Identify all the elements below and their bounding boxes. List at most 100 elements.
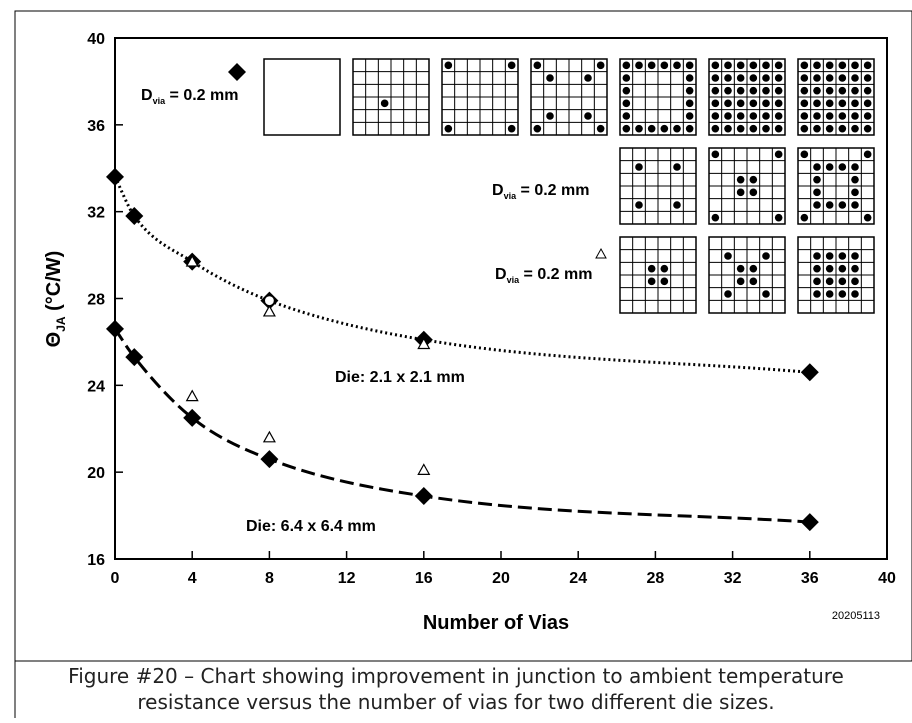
via-dot [736,74,745,82]
via-grid-row1 [619,58,697,136]
via-dot [813,201,821,209]
y-axis-label-main: Θ [43,332,65,348]
via-dot [736,112,745,120]
dvia-label-row2: Dvia = 0.2 mm [492,182,589,201]
via-dot [825,252,834,260]
x-tick-label: 20 [492,570,510,587]
via-dot [762,74,770,82]
chart: 0 4 8 12 16 20 24 28 32 36 40 16 20 24 28 32 36 40 ΘJA (°… [14,10,912,718]
via-dot [736,61,745,70]
via-dot [749,112,758,120]
via-dot [851,124,859,133]
via-dot [774,74,783,82]
via-dot [673,163,681,171]
triangle-point [185,389,199,402]
via-dot [736,124,745,133]
figure-border [14,10,912,662]
via-dot [749,61,758,70]
legend-diamond-marker [228,63,246,81]
via-dot [685,112,694,120]
via-dot [635,163,643,171]
y-tick-label: 24 [87,378,105,395]
via-dot [749,277,758,286]
via-dot [838,277,847,286]
via-dot [762,86,770,95]
via-grid-row1 [263,58,341,136]
via-dot [711,86,720,95]
x-tick-label: 28 [647,570,665,587]
via-dot [673,61,681,70]
via-dot [596,61,605,70]
via-dot [711,124,720,133]
via-dot [660,124,669,133]
via-grid-row3 [797,236,875,314]
via-grid-row1 [797,58,875,136]
via-dot [813,188,821,197]
via-dot [851,61,859,70]
y-tick-label: 20 [87,465,105,482]
via-dot [825,201,834,209]
via-dot [851,86,859,95]
via-dot [724,112,732,120]
via-dot [749,99,758,108]
via-dot [724,124,732,133]
figure-id: 20205113 [831,610,880,622]
y-axis-label-sub: JA [54,316,68,332]
via-dot [685,61,694,70]
via-dot [838,99,847,108]
via-dot [813,124,821,133]
via-dot [711,61,720,70]
via-dot [838,252,847,260]
via-dot [762,61,770,70]
via-dot [825,86,834,95]
via-dot [736,86,745,95]
via-dot [711,213,720,222]
via-dot [749,188,758,197]
triangle-point [417,337,431,350]
die-small-point [800,363,819,382]
via-dot [685,74,694,82]
via-dot [851,264,859,273]
die-large-point [260,450,279,469]
via-dot [647,124,656,133]
via-dot [774,124,783,133]
via-dot [444,124,453,133]
via-dot [813,163,821,171]
via-dot [507,124,516,133]
die-large-point [125,348,144,367]
triangle-point [185,254,199,267]
svg-text:Dvia = 0.2 mm: Dvia = 0.2 mm [141,87,238,106]
x-tick-label: 24 [569,570,587,587]
die-large-point [183,408,202,427]
via-dot [838,124,847,133]
via-dot [685,99,694,108]
via-dot [724,86,732,95]
via-dot [851,290,859,298]
caption-line-1: Figure #20 – Chart showing improvement i… [68,664,844,688]
via-dot [774,86,783,95]
via-dot [749,86,758,95]
via-dot [825,112,834,120]
via-dot [774,112,783,120]
via-dot [825,290,834,298]
via-dot [673,124,681,133]
via-dot [863,61,872,70]
via-dot [813,175,821,184]
die-large-point [800,513,819,532]
y-tick-label: 32 [87,205,105,222]
via-dot [736,277,745,286]
via-dot [736,99,745,108]
via-dot [622,112,631,120]
y-tick-label: 28 [87,292,105,309]
via-dot [813,264,821,273]
via-dot [635,124,643,133]
via-dot [825,163,834,171]
via-dot [749,175,758,184]
via-dot [622,61,631,70]
via-grid-row1 [708,58,786,136]
die-large-point [414,487,433,506]
via-dot [762,290,770,298]
circle-point [263,295,275,307]
via-dot [851,99,859,108]
via-dot [813,99,821,108]
